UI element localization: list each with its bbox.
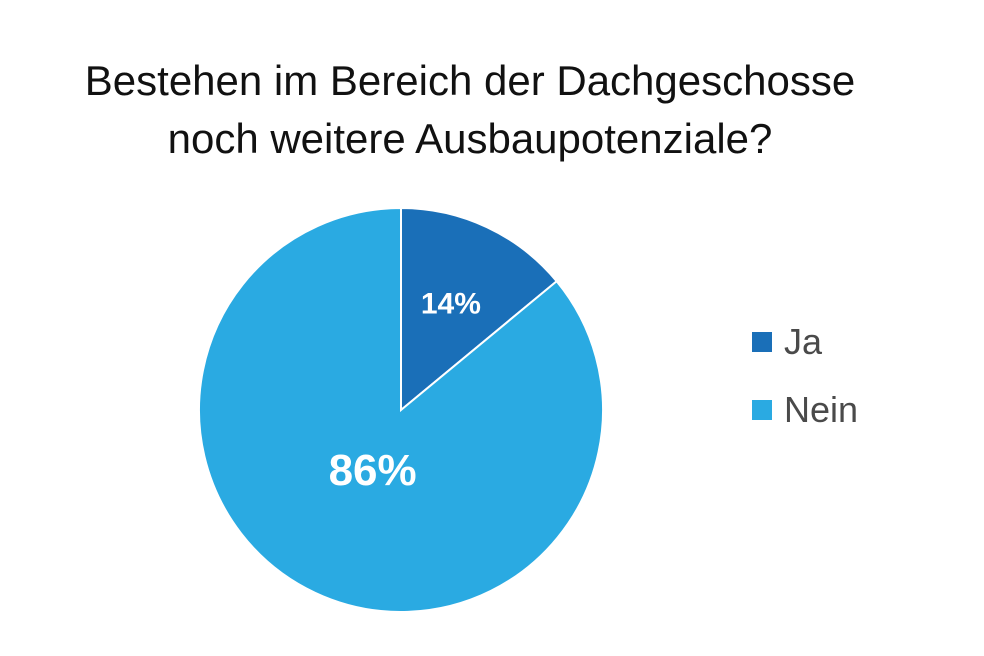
legend-swatch-nein bbox=[752, 400, 772, 420]
pie-slice-labels: 14% 86% bbox=[329, 287, 481, 494]
legend: Ja Nein bbox=[752, 318, 858, 454]
chart-title: Bestehen im Bereich der Dachgeschosse no… bbox=[0, 52, 940, 168]
legend-swatch-ja bbox=[752, 332, 772, 352]
legend-label-ja: Ja bbox=[784, 321, 823, 362]
pie-slice-nein bbox=[198, 206, 604, 613]
legend-item-nein: Nein bbox=[752, 386, 858, 434]
legend-item-ja: Ja bbox=[752, 318, 858, 366]
pie-slice-label-nein: 86% bbox=[329, 446, 417, 495]
legend-label-nein: Nein bbox=[784, 389, 859, 430]
chart-title-line-2: noch weitere Ausbaupotenziale? bbox=[167, 115, 773, 162]
pie-slices bbox=[198, 206, 604, 613]
pie-slice-label-ja: 14% bbox=[421, 287, 481, 320]
chart-title-line-1: Bestehen im Bereich der Dachgeschosse bbox=[84, 57, 856, 104]
pie-slice-ja bbox=[400, 206, 559, 413]
